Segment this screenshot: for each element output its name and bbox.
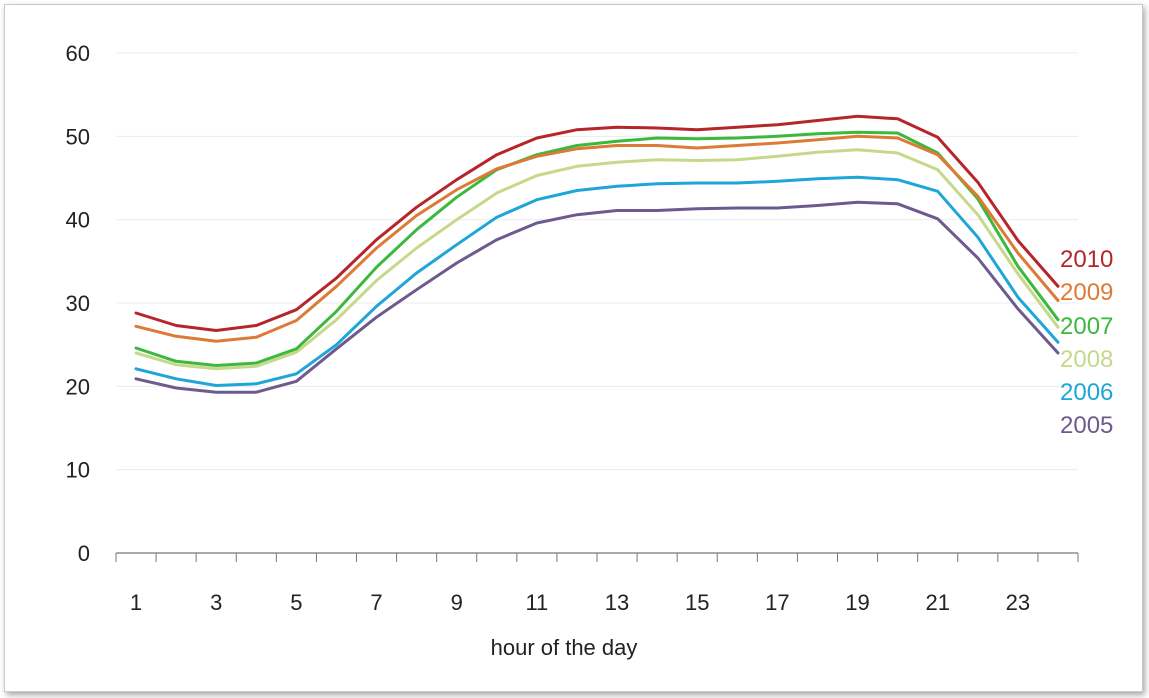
series-lines xyxy=(134,114,1060,394)
x-tick-label: 21 xyxy=(925,590,949,615)
chart-frame xyxy=(4,4,1143,692)
axes xyxy=(115,552,1079,562)
x-tick-label: 9 xyxy=(451,590,463,615)
x-tick-label: 23 xyxy=(1006,590,1030,615)
series-line-2010 xyxy=(134,114,1060,332)
series-label-2006: 2006 xyxy=(1060,379,1113,406)
gridlines xyxy=(116,52,1078,471)
series-label-2009: 2009 xyxy=(1060,279,1113,306)
y-tick-label: 40 xyxy=(66,208,90,233)
series-label-2007: 2007 xyxy=(1060,313,1113,340)
series-line-2005 xyxy=(134,200,1060,394)
y-tick-label: 60 xyxy=(66,41,90,66)
series-line-2009 xyxy=(134,134,1060,343)
series-label-2008: 2008 xyxy=(1060,346,1113,373)
series-line-2006 xyxy=(134,175,1060,387)
x-tick-label: 17 xyxy=(765,590,789,615)
y-tick-label: 0 xyxy=(78,541,90,566)
x-axis-title: hour of the day xyxy=(491,635,638,660)
y-tick-label: 20 xyxy=(66,374,90,399)
series-line-2007 xyxy=(134,130,1060,367)
x-tick-label: 15 xyxy=(685,590,709,615)
x-tick-label: 13 xyxy=(605,590,629,615)
series-line-2008 xyxy=(134,148,1060,371)
x-tick-label: 11 xyxy=(525,590,548,615)
series-label-2010: 2010 xyxy=(1060,246,1113,273)
y-tick-label: 10 xyxy=(66,458,90,483)
y-tick-label: 30 xyxy=(66,291,90,316)
x-tick-label: 7 xyxy=(370,590,382,615)
x-tick-label: 3 xyxy=(210,590,222,615)
x-tick-label: 1 xyxy=(130,590,142,615)
series-label-2005: 2005 xyxy=(1060,412,1113,439)
x-tick-label: 5 xyxy=(290,590,302,615)
series-labels: 2010 2009 2007 2008 2006 2005 xyxy=(1060,246,1113,439)
x-tick-label: 19 xyxy=(845,590,869,615)
y-tick-label: 50 xyxy=(66,124,90,149)
